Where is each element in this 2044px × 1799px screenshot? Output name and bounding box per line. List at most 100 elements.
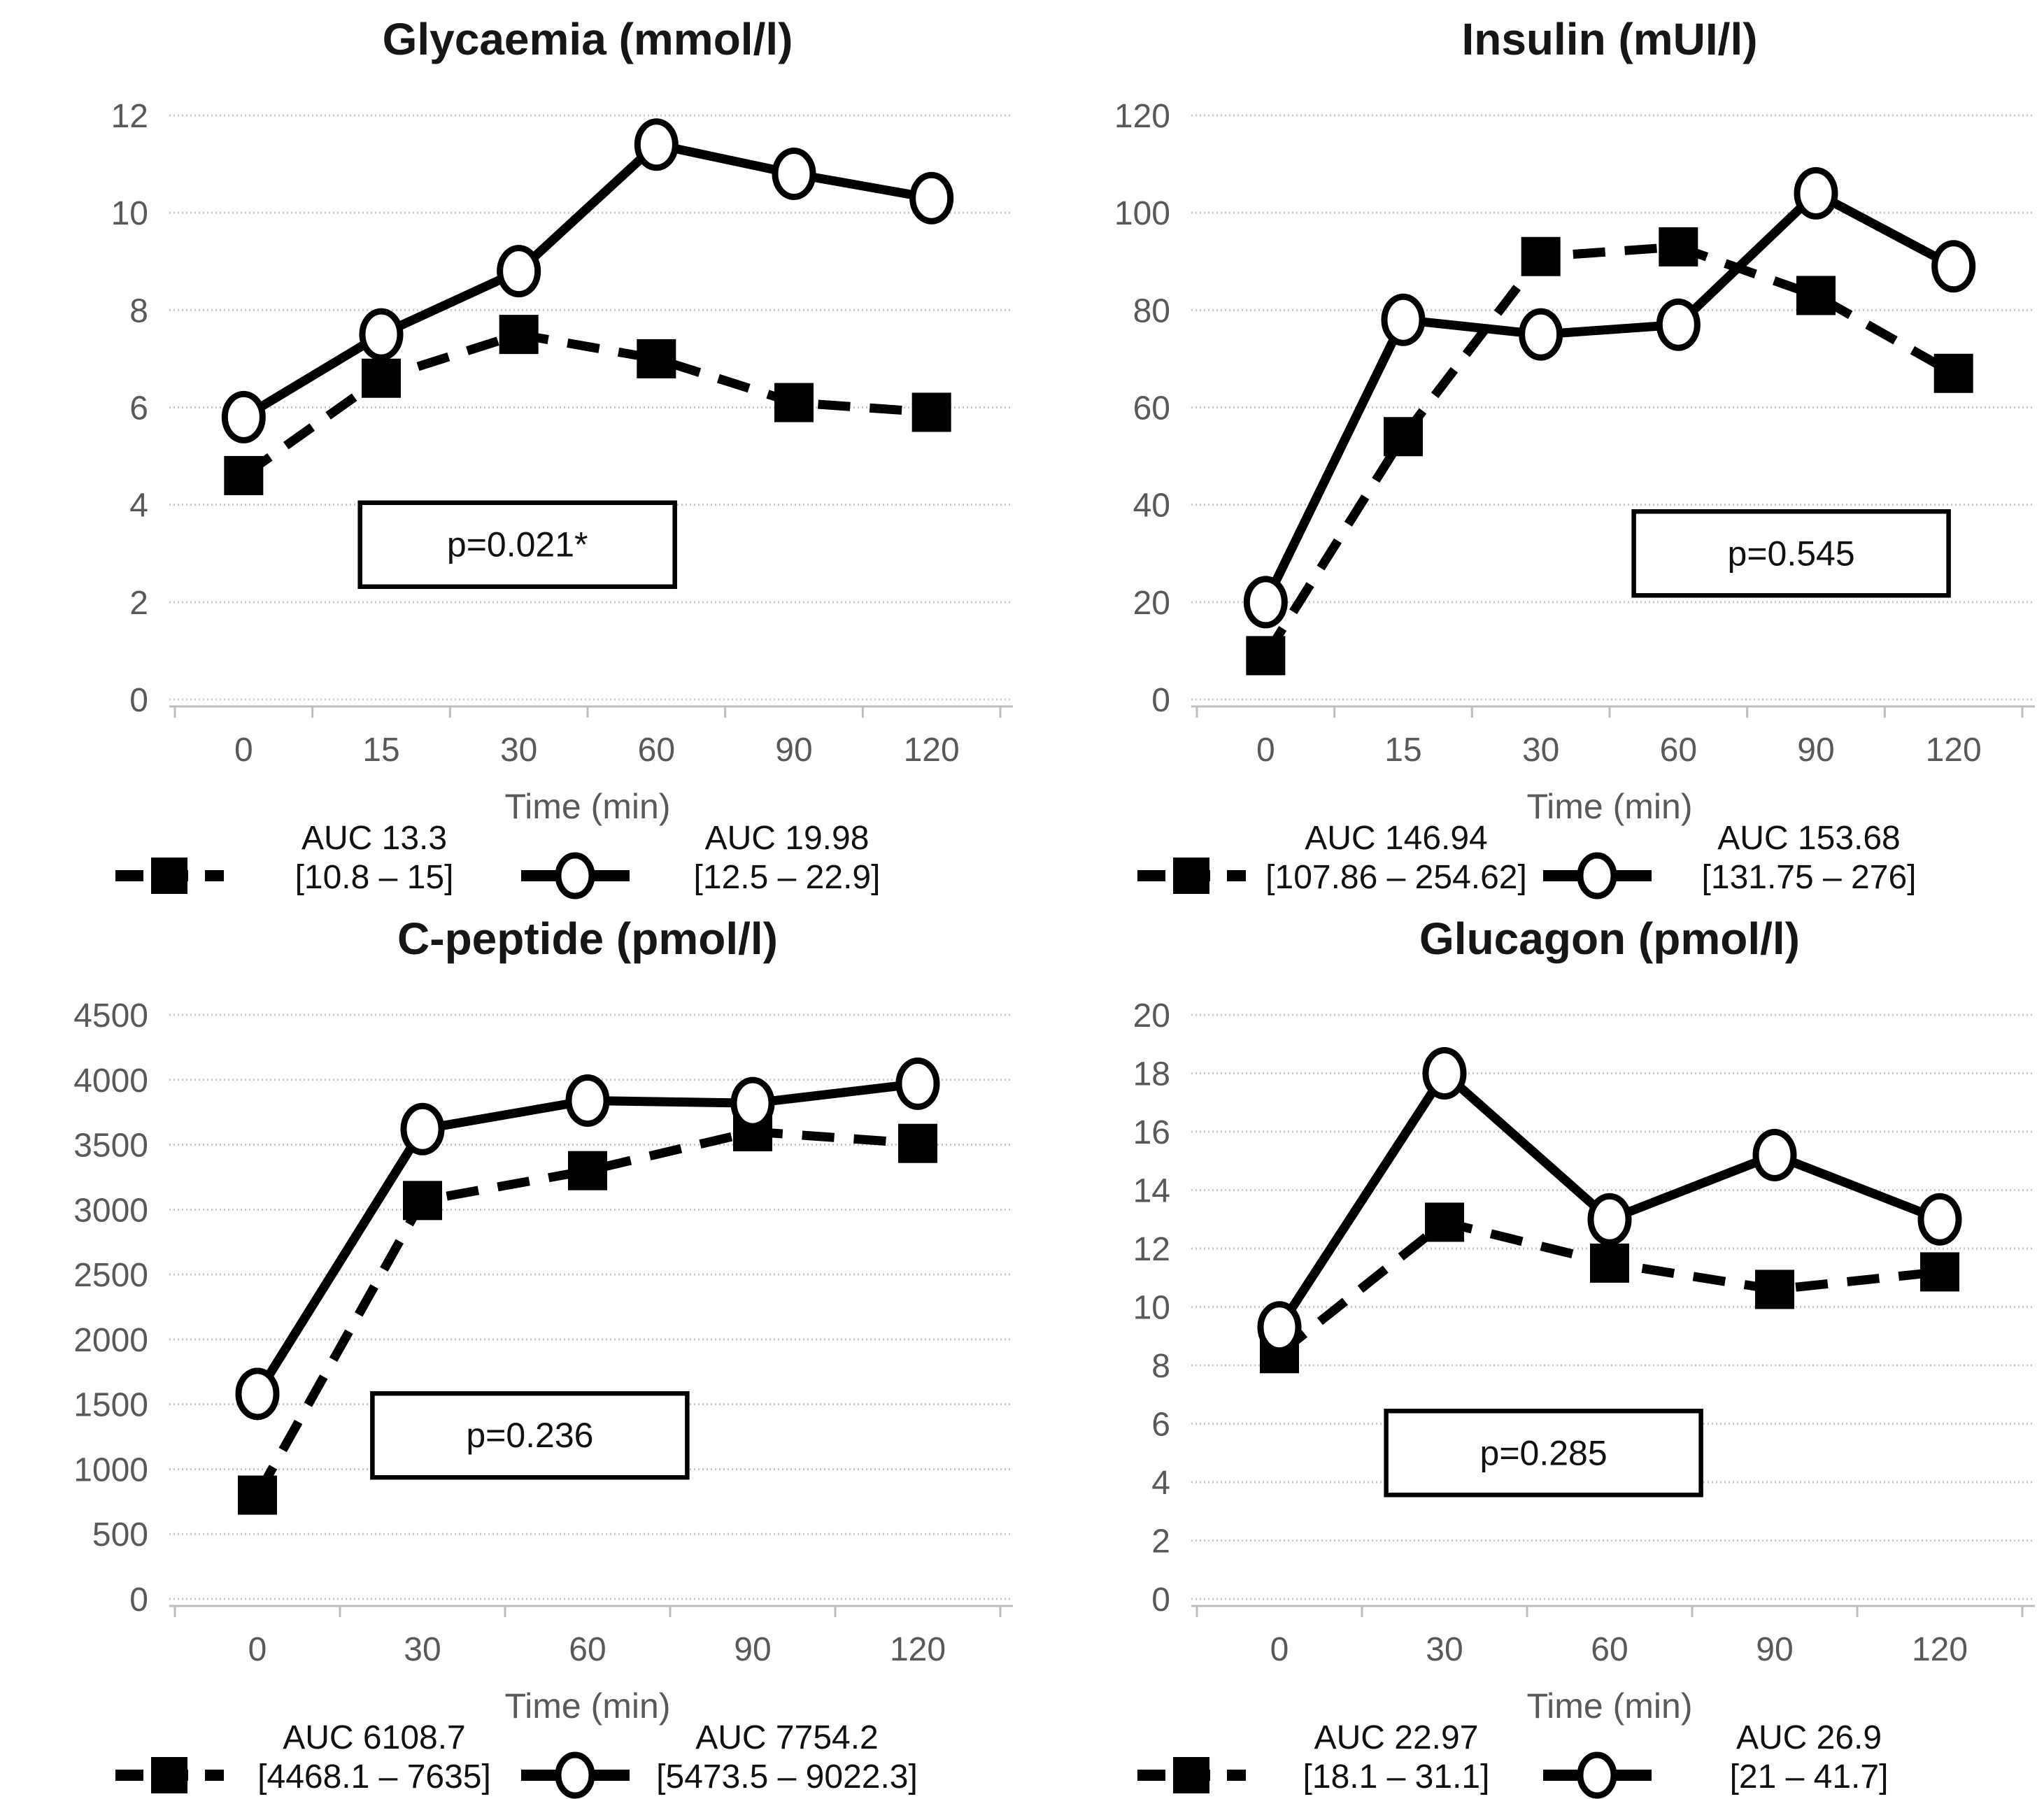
- y-tick-label: 0: [1151, 1581, 1170, 1619]
- y-tick-label: 4: [1151, 1465, 1170, 1502]
- legend-auc-range: [131.75 – 276]: [1702, 859, 1917, 896]
- data-point-square-marker: [1755, 1270, 1794, 1309]
- x-tick-label: 60: [569, 1631, 606, 1668]
- y-tick-label: 3000: [73, 1192, 148, 1229]
- legend-auc-value: AUC 19.98: [705, 820, 870, 857]
- y-tick-label: 0: [1151, 682, 1170, 719]
- p-value-box: [1384, 1409, 1703, 1498]
- legend-auc-range: [10.8 – 15]: [295, 859, 454, 896]
- data-point-circle-marker: [895, 1057, 940, 1110]
- x-tick-label: 90: [1756, 1631, 1793, 1668]
- series-line-solid-circles: [253, 1079, 918, 1397]
- data-point-square-marker: [637, 339, 676, 378]
- y-tick-label: 500: [92, 1516, 148, 1553]
- x-tick-label: 60: [638, 732, 675, 769]
- data-point-square-marker: [1659, 227, 1698, 266]
- data-point-square-marker: [1796, 276, 1836, 315]
- p-value-box: [370, 1391, 690, 1480]
- legend-circle-marker-icon: [1577, 1751, 1617, 1799]
- x-tick-label: 90: [1797, 732, 1834, 769]
- legend-auc-value: AUC 153.68: [1717, 820, 1901, 857]
- y-tick-label: 1000: [73, 1451, 148, 1488]
- chart-title: C-peptide (pmol/l): [397, 913, 778, 964]
- x-tick-label: 15: [362, 732, 399, 769]
- x-tick-label: 0: [234, 732, 253, 769]
- data-point-circle-marker: [1257, 1301, 1302, 1354]
- x-tick-label: 15: [1384, 732, 1421, 769]
- data-point-square-marker: [499, 315, 539, 355]
- x-tick-label: 60: [1591, 1631, 1628, 1668]
- x-tick-label: 120: [904, 732, 960, 769]
- data-point-circle-marker: [1917, 1193, 1962, 1246]
- data-point-circle-marker: [235, 1367, 280, 1421]
- data-point-circle-marker: [359, 308, 404, 361]
- legend-square-marker-icon: [1173, 858, 1209, 894]
- x-tick-label: 120: [1926, 732, 1982, 769]
- data-point-circle-marker: [1587, 1193, 1632, 1246]
- legend-square-marker-icon: [151, 1757, 187, 1793]
- chart-title: Glycaemia (mmol/l): [383, 14, 793, 64]
- data-point-square-marker: [1425, 1202, 1464, 1242]
- data-point-circle-marker: [497, 245, 541, 298]
- legend-auc-value: AUC 7754.2: [695, 1719, 879, 1756]
- legend-circle-marker-icon: [555, 1751, 595, 1799]
- y-tick-label: 120: [1114, 98, 1170, 135]
- legend-auc-value: AUC 146.94: [1305, 820, 1488, 857]
- chart-panel-bottom-right: Glucagon (pmol/l) 0 2 4 6 8 10 12 14 16 18 20 0 30 60 9…: [1022, 900, 2044, 1799]
- legend-square-marker-icon: [1173, 1757, 1209, 1793]
- x-tick-label: 0: [1256, 732, 1275, 769]
- data-point-square-marker: [403, 1181, 442, 1221]
- data-point-circle-marker: [909, 171, 954, 225]
- data-point-circle-marker: [730, 1076, 775, 1130]
- data-point-circle-marker: [400, 1102, 445, 1156]
- insulin-chart: Insulin (mUI/l) 0 20 40 60 80 100 120 0 15 30 60 90 1…: [1114, 14, 2035, 900]
- y-tick-label: 0: [129, 1581, 148, 1619]
- legend-auc-range: [107.86 – 254.62]: [1265, 859, 1527, 896]
- legend-auc-value: AUC 22.97: [1314, 1719, 1479, 1756]
- data-point-circle-marker: [1752, 1128, 1797, 1181]
- x-tick-label: 0: [248, 1631, 267, 1668]
- data-point-square-marker: [898, 1123, 937, 1163]
- y-tick-label: 4000: [73, 1062, 148, 1100]
- data-point-circle-marker: [1243, 576, 1288, 629]
- series-line-dashed-squares: [1261, 242, 1956, 658]
- legend-auc-range: [5473.5 – 9022.3]: [656, 1758, 918, 1796]
- y-tick-label: 1500: [73, 1387, 148, 1424]
- p-value-box: [357, 500, 677, 589]
- series-line-dashed-squares: [241, 329, 932, 480]
- legend-auc-value: AUC 6108.7: [283, 1719, 466, 1756]
- legend-auc-value: AUC 26.9: [1736, 1719, 1882, 1756]
- data-point-square-marker: [362, 358, 401, 398]
- y-tick-label: 60: [1133, 390, 1170, 427]
- data-point-circle-marker: [565, 1074, 610, 1127]
- series-line-solid-circles: [241, 139, 932, 421]
- data-point-square-marker: [1590, 1243, 1629, 1283]
- y-tick-label: 14: [1133, 1173, 1170, 1210]
- data-point-circle-marker: [1519, 308, 1563, 361]
- x-tick-label: 30: [404, 1631, 441, 1668]
- chart-panel-bottom-left: C-peptide (pmol/l) 0 500 1000 1500 2000 2500 30…: [0, 900, 1022, 1799]
- x-tick-label: 90: [734, 1631, 771, 1668]
- legend-square-marker-icon: [151, 858, 187, 894]
- legend-circle-marker-icon: [1577, 852, 1617, 900]
- c-peptide-chart: C-peptide (pmol/l) 0 500 1000 1500 2000 2500 30…: [73, 913, 1013, 1799]
- x-axis-title: Time (min): [504, 787, 670, 826]
- p-value-label: p=0.236: [466, 1416, 593, 1455]
- x-axis-title: Time (min): [1526, 787, 1692, 826]
- x-tick-label: 30: [500, 732, 537, 769]
- data-point-square-marker: [568, 1151, 607, 1190]
- x-tick-label: 120: [890, 1631, 946, 1668]
- y-tick-label: 8: [1151, 1348, 1170, 1385]
- chart-title: Glucagon (pmol/l): [1419, 913, 1800, 964]
- legend-auc-range: [12.5 – 22.9]: [694, 859, 881, 896]
- chart-panel-top-left: Glycaemia (mmol/l) 0 2 4 6 8 10 12 0 15 30 60 90 120 T…: [0, 0, 1022, 900]
- p-value-label: p=0.545: [1728, 534, 1855, 573]
- y-tick-label: 12: [111, 98, 148, 135]
- y-tick-label: 6: [1151, 1407, 1170, 1444]
- data-point-circle-marker: [634, 118, 679, 171]
- p-value-box: [1631, 509, 1951, 598]
- data-point-circle-marker: [221, 390, 266, 443]
- data-point-square-marker: [1384, 417, 1423, 457]
- y-tick-label: 2: [129, 585, 148, 622]
